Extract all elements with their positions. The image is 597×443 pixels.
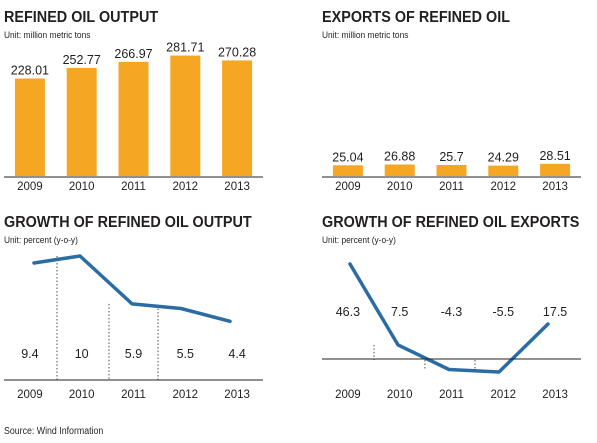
point-value-label: 10 bbox=[75, 347, 89, 361]
point-value-label: 9.4 bbox=[21, 347, 38, 361]
bar-2010 bbox=[384, 164, 415, 176]
bar-value-label: 28.51 bbox=[539, 149, 570, 163]
exports-chart-title: EXPORTS OF REFINED OIL bbox=[322, 9, 511, 26]
x-tick-label: 2009 bbox=[17, 389, 43, 401]
x-tick-label: 2009 bbox=[17, 181, 43, 193]
x-tick-label: 2013 bbox=[224, 389, 250, 401]
point-value-label: 46.3 bbox=[336, 305, 360, 319]
x-tick-label: 2011 bbox=[121, 181, 146, 193]
x-tick-label: 2009 bbox=[335, 181, 361, 193]
point-value-label: 17.5 bbox=[543, 305, 567, 319]
x-tick-label: 2009 bbox=[335, 389, 361, 401]
x-tick-label: 2010 bbox=[69, 389, 95, 401]
bar-2012 bbox=[488, 165, 519, 176]
x-tick-label: 2012 bbox=[491, 181, 517, 193]
bar-2011 bbox=[436, 165, 467, 176]
exports-chart-unit: Unit: million metric tons bbox=[322, 30, 409, 41]
output-chart-title: REFINED OIL OUTPUT bbox=[4, 9, 159, 26]
bar-value-label: 270.28 bbox=[218, 45, 256, 59]
x-tick-label: 2010 bbox=[387, 389, 413, 401]
exports-growth-title: GROWTH OF REFINED OIL EXPORTS bbox=[322, 214, 580, 231]
bar-2009 bbox=[14, 78, 45, 176]
bar-2012 bbox=[170, 55, 201, 176]
x-tick-label: 2011 bbox=[439, 181, 464, 193]
bar-value-label: 26.88 bbox=[384, 150, 415, 164]
x-tick-label: 2011 bbox=[439, 389, 464, 401]
x-tick-label: 2012 bbox=[491, 389, 517, 401]
point-value-label: 7.5 bbox=[391, 305, 408, 319]
bar-value-label: 25.7 bbox=[439, 150, 463, 164]
source-note: Source: Wind Information bbox=[4, 426, 104, 437]
bar-value-label: 24.29 bbox=[488, 151, 519, 165]
x-tick-label: 2010 bbox=[387, 181, 413, 193]
bar-value-label: 25.04 bbox=[332, 150, 363, 164]
bar-2009 bbox=[332, 165, 363, 176]
bar-2013 bbox=[222, 60, 253, 176]
bar-value-label: 252.77 bbox=[63, 53, 101, 67]
point-value-label: -5.5 bbox=[493, 305, 515, 319]
x-tick-label: 2010 bbox=[69, 181, 95, 193]
x-tick-label: 2013 bbox=[542, 389, 568, 401]
point-value-label: 5.9 bbox=[125, 347, 142, 361]
output-growth-unit: Unit: percent (y-o-y) bbox=[4, 235, 78, 246]
x-tick-label: 2013 bbox=[542, 181, 568, 193]
exports-growth-unit: Unit: percent (y-o-y) bbox=[322, 235, 396, 246]
x-tick-label: 2012 bbox=[173, 181, 199, 193]
bar-2010 bbox=[66, 67, 97, 176]
point-value-label: 4.4 bbox=[228, 347, 245, 361]
x-tick-label: 2011 bbox=[121, 389, 146, 401]
bar-2013 bbox=[540, 163, 571, 176]
x-tick-label: 2013 bbox=[224, 181, 250, 193]
bar-value-label: 228.01 bbox=[11, 64, 49, 78]
point-value-label: -4.3 bbox=[441, 305, 463, 319]
series-line bbox=[32, 254, 232, 324]
output-chart-unit: Unit: million metric tons bbox=[4, 30, 91, 41]
series-line bbox=[348, 262, 550, 374]
point-value-label: 5.5 bbox=[177, 347, 194, 361]
x-tick-label: 2012 bbox=[173, 389, 199, 401]
bar-value-label: 281.71 bbox=[166, 41, 204, 55]
bar-2011 bbox=[118, 61, 149, 177]
output-growth-title: GROWTH OF REFINED OIL OUTPUT bbox=[4, 214, 252, 231]
bar-value-label: 266.97 bbox=[114, 47, 152, 61]
